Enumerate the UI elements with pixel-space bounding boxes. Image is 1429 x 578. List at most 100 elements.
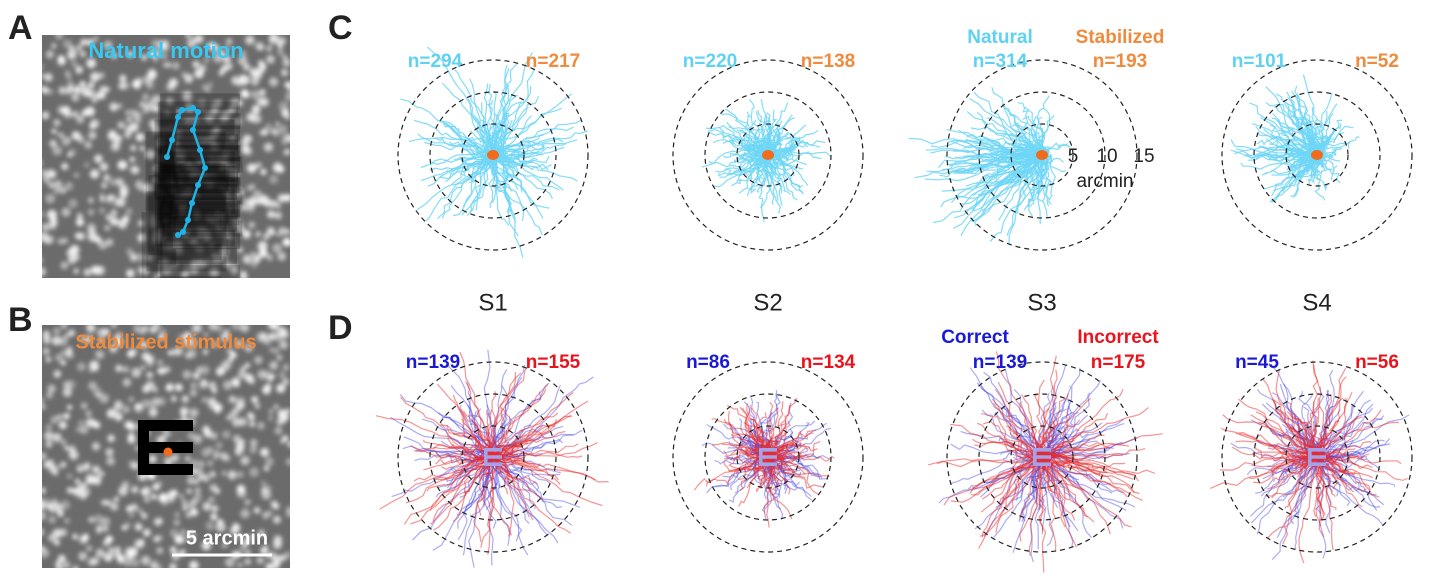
cone bbox=[140, 555, 151, 566]
cone bbox=[264, 383, 272, 391]
trace bbox=[493, 157, 550, 209]
trace bbox=[997, 381, 1037, 461]
cone bbox=[174, 534, 184, 545]
cone bbox=[235, 188, 244, 197]
ring bbox=[429, 393, 557, 521]
cone bbox=[195, 366, 203, 373]
cone bbox=[161, 62, 168, 68]
cone bbox=[234, 339, 244, 348]
cone bbox=[281, 137, 289, 145]
trace bbox=[757, 109, 771, 161]
cone bbox=[98, 207, 106, 214]
ring bbox=[978, 393, 1106, 521]
cone bbox=[260, 169, 267, 175]
trace bbox=[1041, 453, 1089, 518]
cone bbox=[42, 452, 47, 461]
cone bbox=[49, 223, 56, 230]
cone bbox=[93, 36, 99, 42]
cone bbox=[61, 207, 71, 217]
cone bbox=[242, 63, 251, 71]
cone bbox=[117, 160, 127, 170]
panel-letter: D bbox=[328, 309, 353, 347]
trace bbox=[768, 431, 787, 450]
cone bbox=[59, 186, 67, 194]
cone bbox=[196, 233, 203, 239]
cone bbox=[280, 438, 286, 444]
cone bbox=[122, 405, 131, 414]
cone bbox=[90, 72, 100, 82]
cone bbox=[207, 81, 213, 87]
cone bbox=[118, 81, 127, 90]
ring-unit: arcmin bbox=[1076, 171, 1133, 192]
cone bbox=[65, 88, 73, 95]
cone bbox=[268, 415, 274, 421]
cone bbox=[75, 134, 84, 142]
cone bbox=[168, 78, 178, 88]
cone bbox=[233, 536, 239, 542]
stimulus-e bbox=[160, 93, 241, 174]
cone bbox=[87, 197, 95, 204]
cone bbox=[207, 400, 218, 410]
cone bbox=[192, 208, 199, 215]
cone bbox=[42, 547, 50, 558]
cone bbox=[55, 560, 62, 567]
trajectory-point bbox=[197, 147, 203, 153]
cone bbox=[119, 74, 127, 82]
cone bbox=[131, 461, 140, 470]
cone-mosaic bbox=[42, 35, 290, 278]
trace bbox=[741, 407, 768, 456]
trace bbox=[1310, 450, 1408, 481]
cone bbox=[268, 408, 274, 415]
cone bbox=[194, 68, 204, 79]
cone bbox=[268, 35, 279, 45]
trace bbox=[493, 454, 603, 507]
cone bbox=[202, 231, 212, 241]
cone bbox=[93, 154, 103, 164]
cone bbox=[273, 404, 279, 410]
cone bbox=[136, 525, 142, 531]
cone bbox=[125, 207, 133, 216]
trace bbox=[1028, 457, 1045, 556]
cone bbox=[224, 45, 230, 51]
cone bbox=[101, 499, 108, 506]
cone bbox=[229, 266, 239, 275]
cone bbox=[236, 533, 243, 540]
cone bbox=[86, 222, 96, 232]
cone bbox=[202, 349, 209, 355]
trace bbox=[1037, 456, 1046, 532]
stabilized-cluster bbox=[1036, 150, 1048, 160]
cone bbox=[199, 365, 210, 376]
cone bbox=[162, 216, 169, 223]
cone bbox=[42, 173, 49, 181]
cone bbox=[184, 161, 194, 171]
cone bbox=[197, 467, 204, 474]
trajectory-point bbox=[190, 127, 196, 133]
stimulus-e bbox=[138, 420, 193, 475]
cone bbox=[276, 41, 283, 48]
trace bbox=[413, 119, 494, 150]
cone bbox=[76, 212, 84, 220]
cone bbox=[128, 512, 135, 518]
trace bbox=[478, 455, 495, 507]
cone bbox=[143, 495, 151, 503]
trace bbox=[375, 415, 498, 456]
cone bbox=[264, 456, 274, 467]
cone bbox=[273, 535, 283, 544]
trace bbox=[1000, 150, 1040, 183]
trace bbox=[1043, 458, 1143, 502]
cone bbox=[268, 347, 275, 353]
cone bbox=[215, 522, 226, 533]
trace bbox=[1037, 379, 1047, 456]
cone bbox=[49, 464, 57, 471]
trace bbox=[973, 91, 1038, 154]
cone bbox=[136, 253, 146, 262]
trace bbox=[1249, 102, 1317, 156]
cone bbox=[75, 217, 85, 228]
trace bbox=[1034, 442, 1129, 454]
trace bbox=[772, 397, 798, 456]
trace bbox=[1322, 156, 1334, 181]
subject-label: S4 bbox=[1302, 289, 1331, 316]
trace bbox=[1041, 460, 1057, 552]
cone bbox=[285, 91, 290, 102]
cone bbox=[50, 416, 59, 425]
